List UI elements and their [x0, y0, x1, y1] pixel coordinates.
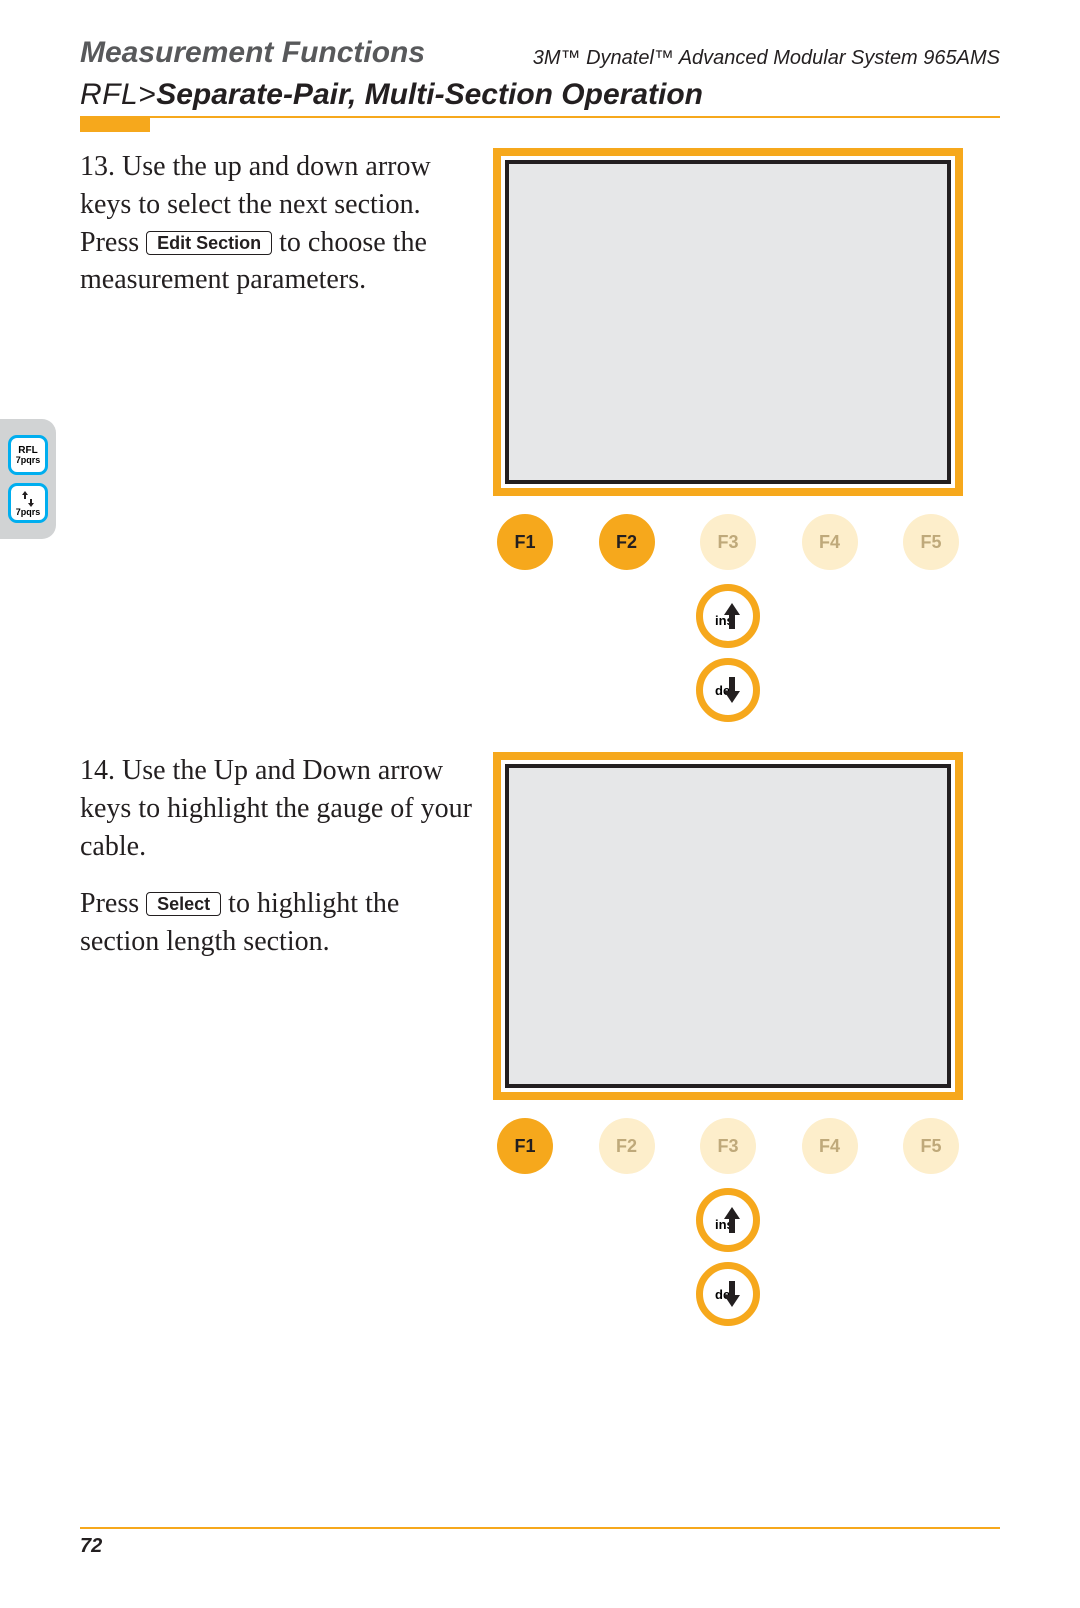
step-14-p1-text: Use the Up and Down arrow keys to highli…: [80, 755, 472, 862]
arrow-up-icon: [723, 601, 741, 631]
footer-rule: [80, 1527, 1000, 1529]
f3-key[interactable]: F3: [700, 514, 756, 570]
step-14: 14. Use the Up and Down arrow keys to hi…: [80, 752, 1000, 1326]
step-14-para1: 14. Use the Up and Down arrow keys to hi…: [80, 752, 475, 865]
page-subtitle: RFL>Separate-Pair, Multi-Section Operati…: [80, 78, 1000, 112]
manual-page: Measurement Functions 3M™ Dynatel™ Advan…: [0, 0, 1080, 1608]
edit-section-button-ref: Edit Section: [146, 231, 272, 255]
arrow-down-icon: [723, 1279, 741, 1309]
title-rule-line: [80, 116, 1000, 118]
step-number: 13.: [80, 151, 115, 182]
step-14-text: 14. Use the Up and Down arrow keys to hi…: [80, 752, 475, 961]
side-key-rfl[interactable]: RFL 7pqrs: [8, 435, 48, 475]
f1-key[interactable]: F1: [497, 1118, 553, 1174]
content-area: 13. Use the up and down arrow keys to se…: [80, 148, 1000, 1326]
page-footer: 72: [80, 1527, 1000, 1558]
arrow-up-key[interactable]: ins: [696, 1188, 760, 1252]
f5-key[interactable]: F5: [903, 514, 959, 570]
select-button-ref: Select: [146, 892, 221, 916]
f4-key[interactable]: F4: [802, 1118, 858, 1174]
step-14-p2-before: Press: [80, 888, 146, 919]
side-key-rfl-line1: RFL: [18, 446, 37, 456]
step-14-para2: Press Select to highlight the section le…: [80, 885, 475, 961]
arrow-up-icon: [723, 1205, 741, 1235]
arrow-keys-13: ins del: [493, 584, 963, 722]
updown-arrows-icon: [21, 490, 35, 508]
side-key-rfl-line2: 7pqrs: [16, 456, 41, 465]
device-screen: [505, 764, 951, 1088]
title-rule-block: [80, 116, 150, 132]
step-13-para: 13. Use the up and down arrow keys to se…: [80, 148, 475, 299]
breadcrumb-prefix: RFL>: [80, 78, 156, 111]
title-rule: [80, 116, 1000, 126]
function-key-row: F1 F2 F3 F4 F5: [497, 514, 959, 570]
step-13-text: 13. Use the up and down arrow keys to se…: [80, 148, 475, 299]
f2-key[interactable]: F2: [599, 514, 655, 570]
page-subtitle-row: RFL>Separate-Pair, Multi-Section Operati…: [80, 78, 1000, 126]
side-key-updown-sub: 7pqrs: [16, 508, 41, 517]
f3-key[interactable]: F3: [700, 1118, 756, 1174]
product-name: 3M™ Dynatel™ Advanced Modular System 965…: [533, 47, 1000, 70]
step-13: 13. Use the up and down arrow keys to se…: [80, 148, 1000, 722]
f4-key[interactable]: F4: [802, 514, 858, 570]
side-tab: RFL 7pqrs 7pqrs: [0, 419, 56, 539]
arrow-down-key[interactable]: del: [696, 658, 760, 722]
arrow-up-key[interactable]: ins: [696, 584, 760, 648]
arrow-down-key[interactable]: del: [696, 1262, 760, 1326]
breadcrumb-main: Separate-Pair, Multi-Section Operation: [156, 78, 703, 111]
f2-key[interactable]: F2: [599, 1118, 655, 1174]
device-screen-frame: [493, 148, 963, 496]
section-title: Measurement Functions: [80, 36, 425, 70]
function-key-row: F1 F2 F3 F4 F5: [497, 1118, 959, 1174]
page-header: Measurement Functions 3M™ Dynatel™ Advan…: [80, 36, 1000, 70]
f5-key[interactable]: F5: [903, 1118, 959, 1174]
page-number: 72: [80, 1535, 1000, 1558]
arrow-down-icon: [723, 675, 741, 705]
f1-key[interactable]: F1: [497, 514, 553, 570]
side-key-updown[interactable]: 7pqrs: [8, 483, 48, 523]
device-screen-frame: [493, 752, 963, 1100]
device-illustration-14: F1 F2 F3 F4 F5 ins del: [493, 752, 963, 1326]
arrow-keys-14: ins del: [493, 1188, 963, 1326]
device-screen: [505, 160, 951, 484]
step-number: 14.: [80, 755, 115, 786]
device-illustration-13: F1 F2 F3 F4 F5 ins del: [493, 148, 963, 722]
